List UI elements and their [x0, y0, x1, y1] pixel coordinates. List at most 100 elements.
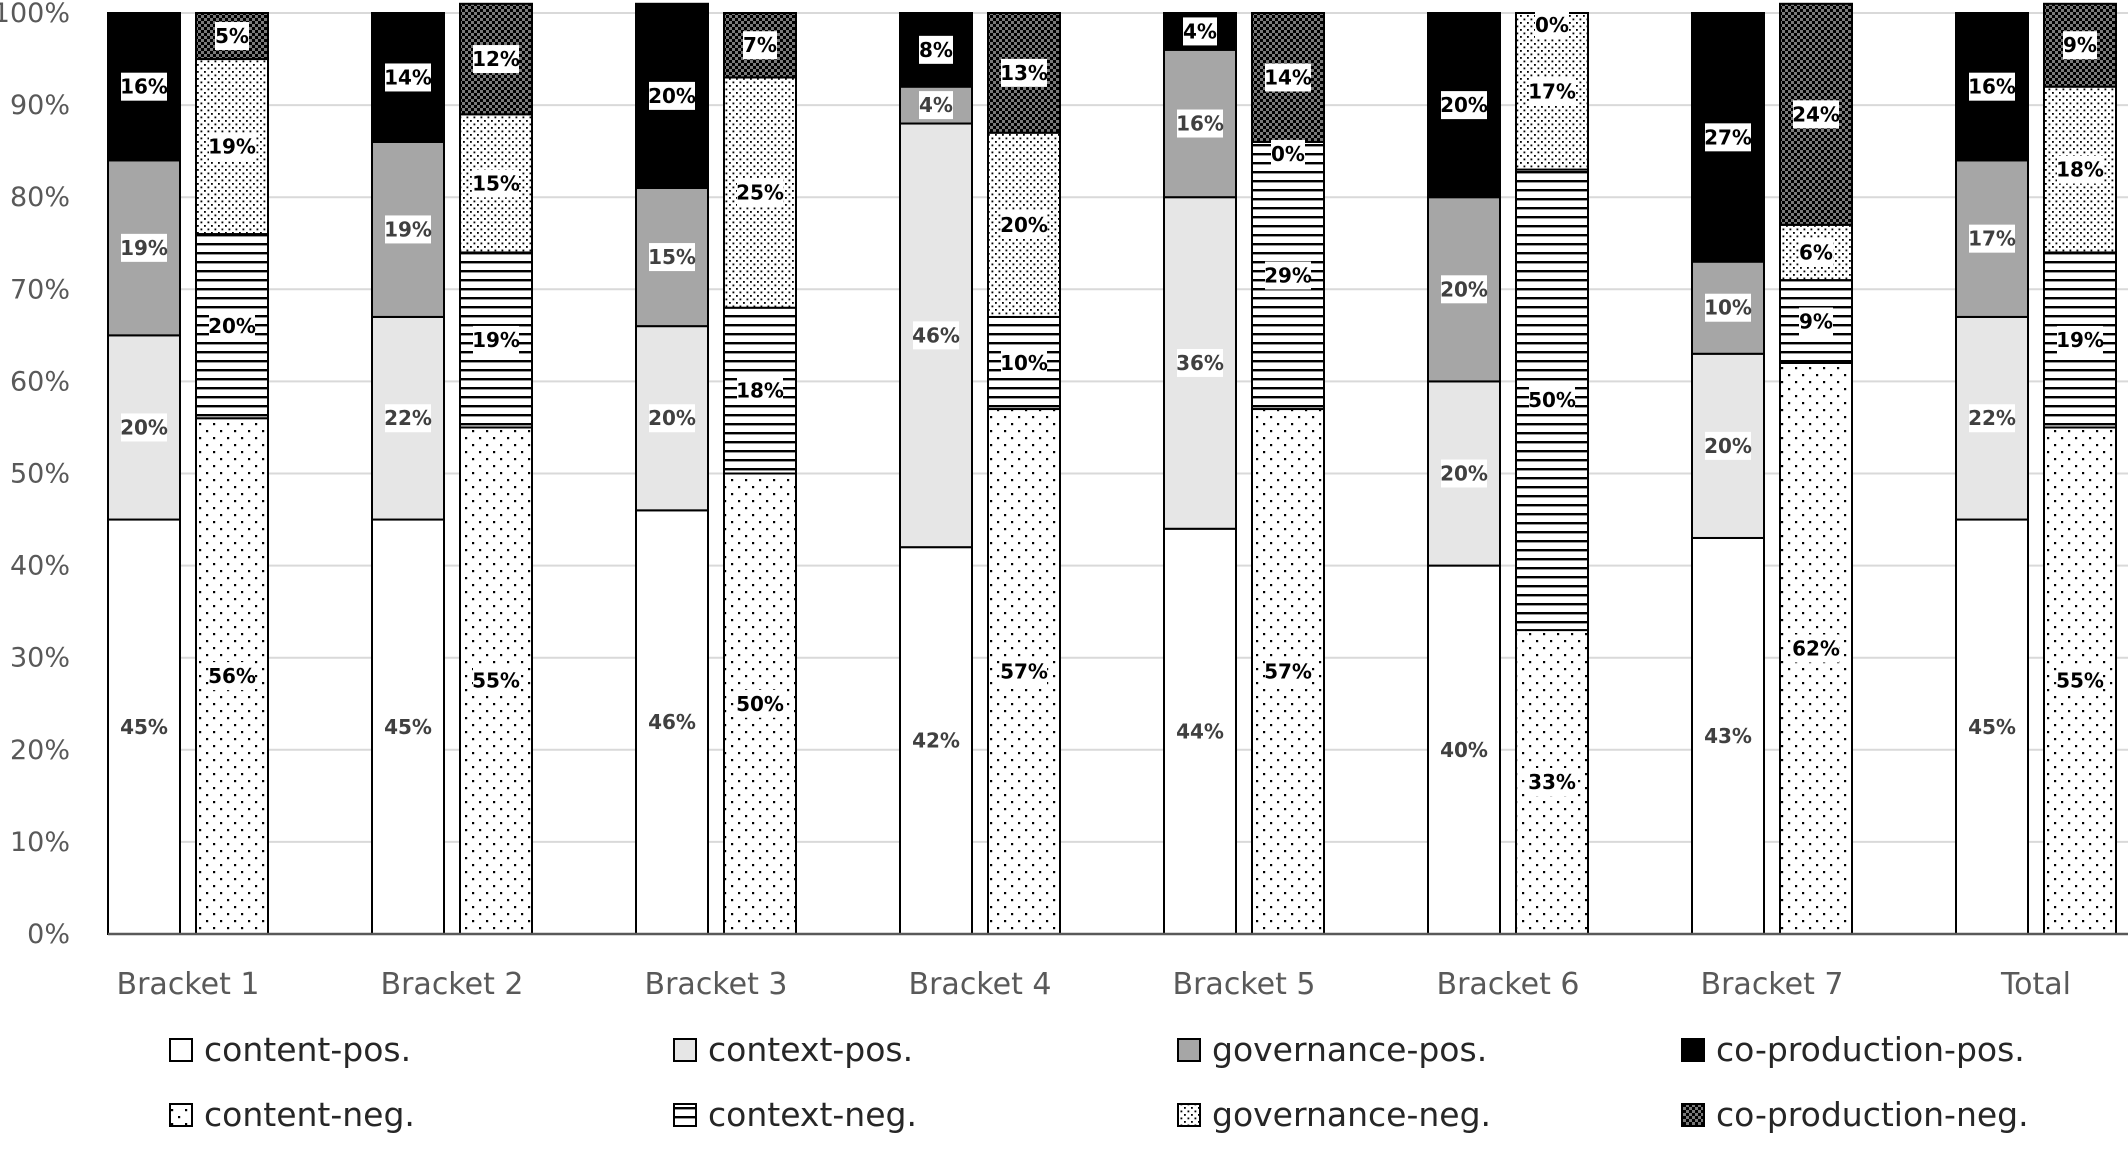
data-label-background	[121, 233, 167, 262]
data-label: 50%	[736, 692, 784, 716]
legend-label: context-pos.	[708, 1030, 913, 1069]
y-tick-label: 100%	[0, 0, 70, 29]
data-label: 17%	[1528, 79, 1576, 103]
data-label: 19%	[2056, 328, 2104, 352]
data-label: 45%	[384, 715, 432, 739]
data-label-background	[385, 215, 431, 244]
data-label-background	[1265, 657, 1311, 686]
y-tick-label: 70%	[10, 274, 70, 305]
y-tick-label: 0%	[27, 919, 70, 950]
data-label: 36%	[1176, 351, 1224, 375]
data-label: 20%	[120, 415, 168, 439]
data-label-background	[1529, 768, 1575, 797]
legend-swatch	[1177, 1038, 1201, 1062]
legend-swatch	[1681, 1038, 1705, 1062]
data-label-background	[743, 31, 777, 60]
y-tick-label: 60%	[10, 366, 70, 397]
y-tick-label: 30%	[10, 643, 70, 674]
data-label: 27%	[1704, 125, 1752, 149]
data-label: 22%	[1968, 406, 2016, 430]
data-label: 10%	[1000, 351, 1048, 375]
bar-segment-governance-neg	[2043, 85, 2117, 254]
data-label: 17%	[1968, 227, 2016, 251]
data-label: 29%	[1264, 263, 1312, 287]
data-label: 4%	[919, 93, 953, 117]
data-label: 6%	[1799, 240, 1833, 264]
legend-swatch	[169, 1103, 193, 1127]
data-label: 40%	[1440, 738, 1488, 762]
category-label: Bracket 2	[381, 967, 524, 1002]
data-label-background	[1799, 307, 1833, 336]
data-label: 7%	[743, 33, 777, 57]
data-label: 14%	[384, 65, 432, 89]
data-label-background	[473, 666, 519, 695]
data-label: 33%	[1528, 770, 1576, 794]
data-label: 45%	[1968, 715, 2016, 739]
legend-swatch	[1681, 1103, 1705, 1127]
data-labels: 45% 20% 19% 16% 56% 20% 19% 5% 45% 22% 19% 14% 55% 19…	[120, 11, 2104, 797]
y-tick-label: 20%	[10, 735, 70, 766]
bar-segment-co-production-neg	[723, 12, 797, 79]
data-label-background	[1265, 63, 1311, 92]
data-label: 20%	[1704, 434, 1752, 458]
data-label-background	[649, 81, 695, 110]
legend-swatch	[673, 1103, 697, 1127]
data-label: 62%	[1792, 636, 1840, 660]
data-label: 20%	[1440, 462, 1488, 486]
data-label: 18%	[2056, 158, 2104, 182]
data-label: 9%	[2063, 33, 2097, 57]
data-label-background	[121, 413, 167, 442]
data-label-background	[1441, 91, 1487, 120]
data-label-background	[1177, 348, 1223, 377]
data-label-background	[1799, 238, 1833, 267]
data-label: 20%	[648, 84, 696, 108]
data-label: 19%	[208, 135, 256, 159]
legend-label: context-neg.	[708, 1095, 917, 1134]
data-label: 43%	[1704, 724, 1752, 748]
data-label-background	[1001, 657, 1047, 686]
bar-segment-content-pos	[1427, 564, 1501, 935]
data-label-background	[1441, 459, 1487, 488]
data-label-background	[737, 689, 783, 718]
data-label-background	[737, 178, 783, 207]
data-label: 20%	[1440, 277, 1488, 301]
legend-label: content-neg.	[204, 1095, 415, 1134]
y-tick-label: 80%	[10, 182, 70, 213]
category-label: Bracket 7	[1701, 967, 1844, 1002]
y-tick-label: 50%	[10, 459, 70, 490]
data-label: 55%	[472, 669, 520, 693]
data-label-background	[1001, 210, 1047, 239]
data-label: 12%	[472, 47, 520, 71]
data-label: 14%	[1264, 65, 1312, 89]
data-label-background	[1177, 109, 1223, 138]
data-label-background	[1705, 431, 1751, 460]
bars	[107, 2, 2117, 936]
bar-segment-context-pos	[1427, 380, 1501, 567]
category-label: Bracket 4	[909, 967, 1052, 1002]
data-label-background	[913, 321, 959, 350]
data-label: 55%	[2056, 669, 2104, 693]
data-label-background	[473, 325, 519, 354]
data-label-background	[385, 63, 431, 92]
data-label: 20%	[648, 406, 696, 430]
data-label: 46%	[912, 323, 960, 347]
data-label-background	[2057, 155, 2103, 184]
data-label: 50%	[1528, 388, 1576, 412]
legend-swatch	[673, 1038, 697, 1062]
data-label: 16%	[1968, 75, 2016, 99]
data-label-background	[1529, 385, 1575, 414]
data-label-background	[1705, 123, 1751, 152]
legend-label: co-production-pos.	[1716, 1030, 2025, 1069]
data-label-background	[1441, 275, 1487, 304]
data-label-background	[1705, 293, 1751, 322]
category-label: Bracket 3	[645, 967, 788, 1002]
data-label-background	[1529, 77, 1575, 106]
legend-label: governance-pos.	[1212, 1030, 1487, 1069]
data-label-background	[2057, 325, 2103, 354]
category-label: Bracket 1	[117, 967, 260, 1002]
bar-segment-content-pos	[899, 546, 973, 935]
data-label: 0%	[1535, 13, 1569, 37]
data-label-background	[1969, 72, 2015, 101]
data-label-background	[121, 72, 167, 101]
